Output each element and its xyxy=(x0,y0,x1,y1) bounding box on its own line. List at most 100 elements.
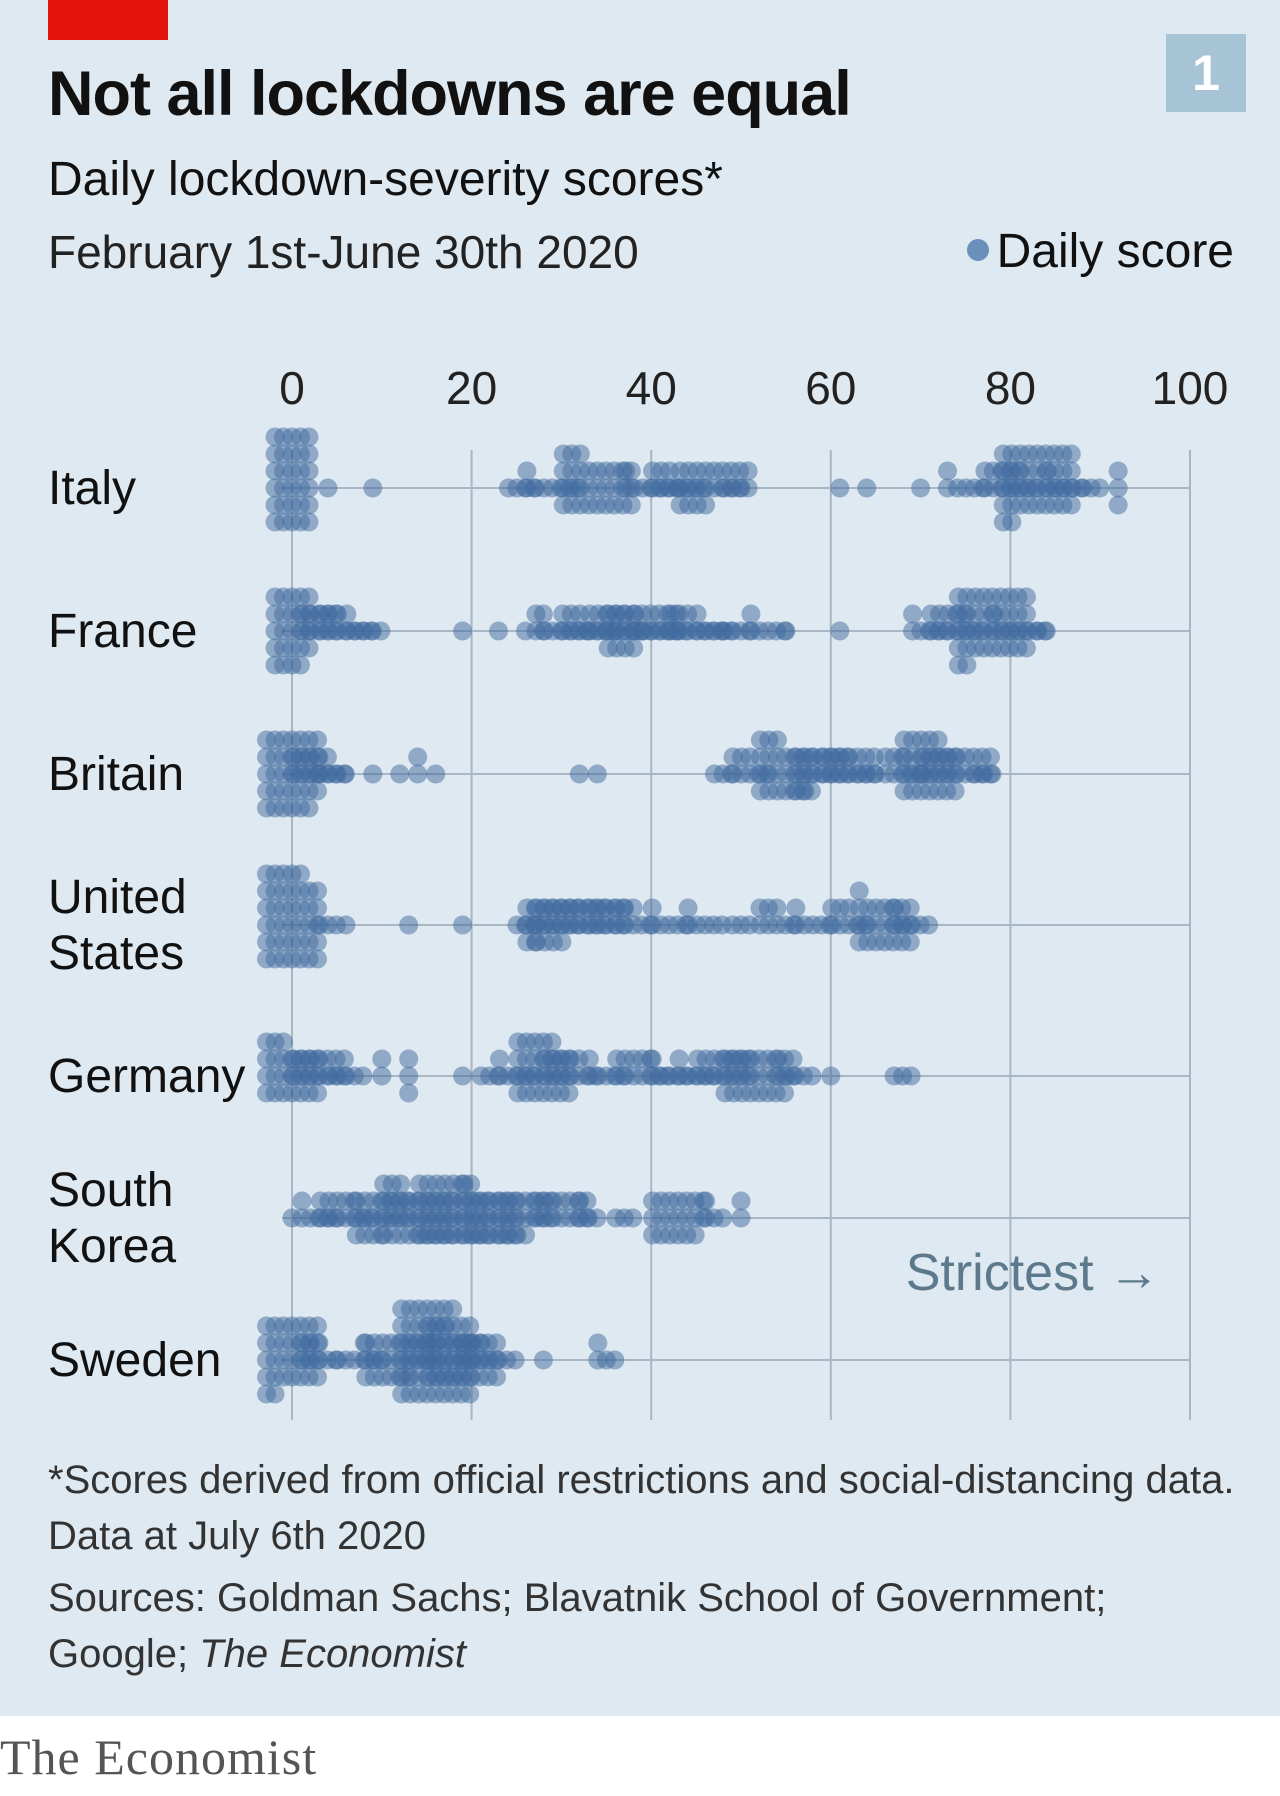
brand-wordmark: The Economist xyxy=(0,1729,318,1785)
daily-score-dot xyxy=(1002,512,1022,532)
daily-score-dot xyxy=(738,461,758,481)
daily-score-dot xyxy=(587,1208,607,1228)
x-tick-label: 100 xyxy=(1152,362,1229,414)
daily-score-dot xyxy=(570,444,590,464)
daily-score-dot xyxy=(1016,587,1036,607)
daily-score-dot xyxy=(569,764,589,784)
daily-score-dot xyxy=(938,461,957,481)
daily-score-dot xyxy=(1108,478,1128,498)
daily-score-dot xyxy=(731,1191,751,1211)
daily-score-dot xyxy=(426,764,446,784)
daily-score-dot xyxy=(337,604,357,624)
row-dots xyxy=(282,1174,751,1245)
daily-score-dot xyxy=(570,1191,590,1211)
daily-score-dot xyxy=(1061,461,1081,481)
daily-score-dot xyxy=(775,1083,794,1103)
daily-score-dot xyxy=(317,747,337,767)
daily-score-dot xyxy=(849,881,869,901)
daily-score-dot xyxy=(903,604,923,624)
date-range: February 1st-June 30th 2020 xyxy=(48,226,639,278)
daily-score-dot xyxy=(299,587,319,607)
daily-score-dot xyxy=(642,1049,662,1069)
daily-score-dot xyxy=(741,604,761,624)
daily-score-dot xyxy=(1061,444,1081,464)
daily-score-dot xyxy=(399,1066,419,1086)
daily-score-dot xyxy=(559,1083,579,1103)
daily-score-dot xyxy=(900,932,920,952)
daily-score-dot xyxy=(308,1083,327,1103)
daily-score-dot xyxy=(588,1333,608,1353)
x-tick-label: 20 xyxy=(446,362,497,414)
legend: Daily score xyxy=(966,224,1234,279)
daily-score-dot xyxy=(490,1049,509,1069)
daily-score-dot xyxy=(299,638,319,658)
daily-score-dot xyxy=(616,461,636,481)
daily-score-dot xyxy=(299,798,319,818)
daily-score-dot xyxy=(945,781,965,801)
daily-score-dot xyxy=(911,478,931,498)
legend-label: Daily score xyxy=(996,225,1234,278)
daily-score-dot xyxy=(399,915,419,935)
strictest-annotation: Strictest → xyxy=(906,1244,1160,1302)
daily-score-dot xyxy=(390,764,410,784)
daily-score-dot xyxy=(552,932,572,952)
daily-score-dot xyxy=(308,781,327,801)
chart-title: Not all lockdowns are equal xyxy=(48,59,852,129)
daily-score-dot xyxy=(802,1066,822,1086)
daily-score-dot xyxy=(900,898,920,918)
row-dots xyxy=(257,864,939,969)
country-label: United States xyxy=(48,871,187,980)
daily-score-dot xyxy=(487,1333,507,1353)
daily-score-dot xyxy=(678,898,698,918)
daily-score-dot xyxy=(919,915,939,935)
country-label: South Korea xyxy=(48,1164,176,1273)
daily-score-dot xyxy=(363,764,383,784)
red-tag xyxy=(48,0,168,40)
daily-score-dot xyxy=(353,1066,373,1086)
daily-score-dot xyxy=(408,764,428,784)
daily-score-dot xyxy=(265,1384,285,1404)
country-label: France xyxy=(48,605,197,658)
daily-score-dot xyxy=(1108,495,1128,515)
daily-score-dot xyxy=(1037,461,1057,481)
daily-score-dot xyxy=(299,461,319,481)
daily-score-dot xyxy=(830,478,850,498)
row-dots xyxy=(257,730,1002,818)
daily-score-dot xyxy=(308,898,327,918)
daily-score-dot xyxy=(460,1316,480,1336)
daily-score-dot xyxy=(795,781,815,801)
daily-score-dot xyxy=(542,1032,562,1052)
daily-score-dot xyxy=(443,1299,463,1319)
daily-score-dot xyxy=(669,1049,689,1069)
chart-subtitle: Daily lockdown-severity scores* xyxy=(48,153,723,206)
daily-score-dot xyxy=(399,1049,419,1069)
x-tick-label: 80 xyxy=(985,362,1036,414)
daily-score-dot xyxy=(768,1049,788,1069)
daily-score-dot xyxy=(391,1174,411,1194)
daily-score-dot xyxy=(786,898,806,918)
daily-score-dot xyxy=(471,1333,491,1353)
daily-score-dot xyxy=(901,1066,921,1086)
daily-score-dot xyxy=(587,764,607,784)
daily-score-dot xyxy=(371,621,391,641)
daily-score-dot xyxy=(713,1208,733,1228)
daily-score-dot xyxy=(299,444,319,464)
daily-score-dot xyxy=(579,1049,599,1069)
daily-score-dot xyxy=(928,730,948,750)
daily-score-dot xyxy=(299,478,319,498)
daily-score-dot xyxy=(308,932,327,952)
daily-score-dot xyxy=(1016,638,1036,658)
beeswarm-chart: 0 20 40 60 80 100 Italy France Britain United Stat… xyxy=(48,362,1229,1420)
daily-score-dot xyxy=(505,1350,525,1370)
daily-score-dot xyxy=(363,478,383,498)
legend-dot-icon xyxy=(966,239,989,262)
x-tick-label: 0 xyxy=(279,362,305,414)
daily-score-dot xyxy=(292,1191,312,1211)
row-dots xyxy=(257,1032,921,1103)
country-label: Sweden xyxy=(48,1334,221,1387)
daily-score-dot xyxy=(1016,604,1036,624)
daily-score-dot xyxy=(981,747,1000,767)
daily-score-dot xyxy=(436,1316,456,1336)
daily-score-dot xyxy=(308,1316,327,1336)
daily-score-dot xyxy=(334,1049,354,1069)
